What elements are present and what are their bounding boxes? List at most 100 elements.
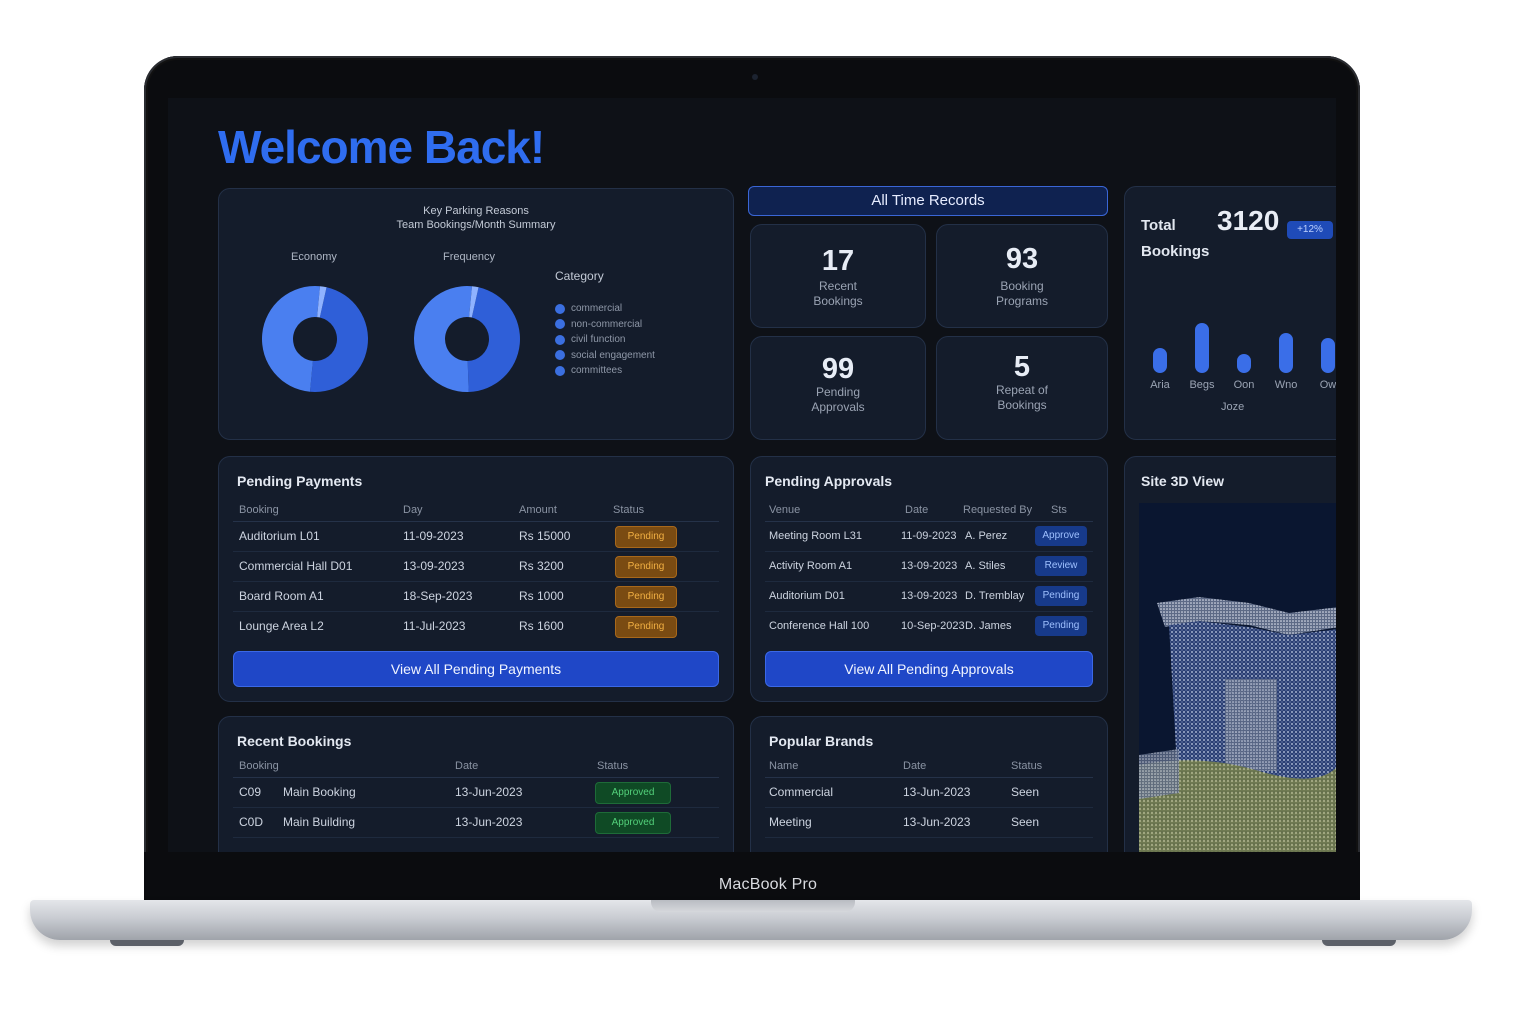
table-row[interactable]: Commercial Hall D01 13-09-2023 Rs 3200 P… <box>233 551 719 582</box>
table-header: Venue Date Requested By Sts <box>765 499 1093 522</box>
table-header: Booking Date Status <box>233 755 719 778</box>
laptop-notch <box>651 900 855 912</box>
bar-label: Oon <box>1233 379 1255 391</box>
recent-bookings-card: Recent Bookings Booking Date Status C09 … <box>218 716 734 852</box>
pending-payments-title: Pending Payments <box>237 473 363 489</box>
all-time-records-header[interactable]: All Time Records <box>748 186 1108 216</box>
donut-slice-segment-B <box>262 286 320 392</box>
table-row[interactable]: Board Room A1 18-Sep-2023 Rs 1000 Pendin… <box>233 581 719 612</box>
donut-slice-segment-A <box>467 287 520 392</box>
table-header: Booking Day Amount Status <box>233 499 719 522</box>
bar-label: Begs <box>1189 379 1215 391</box>
status-badge: Review <box>1035 556 1087 576</box>
trend-badge: +12% <box>1287 221 1333 239</box>
legend-dot <box>555 350 565 361</box>
legend-dot <box>555 365 565 376</box>
laptop-chin <box>144 852 1360 900</box>
bar-chart-xlabel: Joze <box>1221 401 1245 413</box>
table-row[interactable]: Meeting 13-Jun-2023 Seen <box>765 807 1093 838</box>
camera-icon <box>752 74 758 80</box>
legend-dot <box>555 303 565 314</box>
status-badge: Pending <box>615 526 677 548</box>
status-badge: Pending <box>615 616 677 638</box>
table-row[interactable]: C0D Main Building 13-Jun-2023 Approved <box>233 807 719 838</box>
chart-legend: commercial non-commercial civil function… <box>555 301 655 379</box>
legend-item: commercial <box>555 301 655 317</box>
stat-label: Repeat of Bookings <box>995 383 1049 412</box>
status-badge: Pending <box>1035 616 1087 636</box>
status-badge: Approved <box>595 782 671 804</box>
stat-card-pending-approvals[interactable]: 99 Pending Approvals <box>750 336 926 440</box>
point-cloud-building-image <box>1139 503 1336 852</box>
donut-slice-segment-B <box>413 286 472 392</box>
laptop-foot-left <box>110 940 184 946</box>
table-header: Name Date Status <box>765 755 1093 778</box>
table-row[interactable]: Lounge Area L2 11-Jul-2023 Rs 1600 Pendi… <box>233 611 719 641</box>
table-row[interactable]: Auditorium L01 11-09-2023 Rs 15000 Pendi… <box>233 521 719 552</box>
total-bookings-title: Total Bookings <box>1141 217 1210 260</box>
chart-title: Key Parking Reasons <box>423 205 529 217</box>
legend-dot <box>555 319 565 330</box>
table-row[interactable]: C09 Main Booking 13-Jun-2023 Approved <box>233 777 719 808</box>
pending-approvals-card: Pending Approvals Venue Date Requested B… <box>750 456 1108 702</box>
pending-payments-card: Pending Payments Booking Day Amount Stat… <box>218 456 734 702</box>
stat-label: Booking Programs <box>995 279 1048 308</box>
bar-aria <box>1153 348 1167 373</box>
donut-chart-economy <box>262 286 368 392</box>
legend-item: civil function <box>555 332 655 348</box>
table-row[interactable]: Commercial 13-Jun-2023 Seen <box>765 777 1093 808</box>
bar-label: Aria <box>1150 379 1170 391</box>
status-badge: Pending <box>615 556 677 578</box>
page-title: Welcome Back! <box>218 121 545 173</box>
table-row[interactable]: Conference Hall 100 10-Sep-2023 D. James… <box>765 611 1093 641</box>
chart-subtitle: Team Bookings/Month Summary <box>396 219 556 231</box>
status-badge: Pending <box>1035 586 1087 606</box>
bar-begs <box>1195 323 1209 373</box>
bar-label: Ow <box>1319 379 1336 391</box>
donut-chart-frequency <box>413 286 520 392</box>
recent-bookings-title: Recent Bookings <box>237 733 352 749</box>
stat-card-recent-bookings[interactable]: 17 Recent Bookings <box>750 224 926 328</box>
bar-oon <box>1237 354 1251 373</box>
stat-label: Recent Bookings <box>813 279 863 308</box>
stat-card-booking-programs[interactable]: 93 Booking Programs <box>936 224 1108 328</box>
view-all-pending-payments-button[interactable]: View All Pending Payments <box>233 651 719 687</box>
pending-approvals-title: Pending Approvals <box>765 473 893 489</box>
stat-value: 17 <box>821 245 855 277</box>
donut-slice-segment-C <box>317 286 327 318</box>
site-3d-model-viewport[interactable] <box>1139 503 1336 852</box>
donut2-label: Frequency <box>443 251 495 263</box>
table-row[interactable]: Activity Room A1 13-09-2023 A. Stiles Re… <box>765 551 1093 582</box>
bar-ow <box>1321 337 1335 373</box>
legend-item: social engagement <box>555 348 655 364</box>
popular-brands-title: Popular Brands <box>769 733 874 749</box>
stat-value: 93 <box>1005 243 1039 275</box>
legend-dot <box>555 334 565 345</box>
stat-card-repeat-bookings[interactable]: 5 Repeat of Bookings <box>936 336 1108 440</box>
site-3d-view-title: Site 3D View <box>1141 473 1225 489</box>
table-row[interactable]: Meeting Room L31 11-09-2023 A. Perez App… <box>765 521 1093 552</box>
table-row[interactable]: Auditorium D01 13-09-2023 D. Tremblay Pe… <box>765 581 1093 612</box>
donut-slice-segment-C <box>469 286 479 318</box>
total-bookings-card: Total Bookings 3120 +12% Aria Begs Oon Wno Ow… <box>1124 186 1336 440</box>
device-label: MacBook Pro <box>718 876 818 893</box>
status-badge: Approved <box>595 812 671 834</box>
bar-wno <box>1279 333 1293 373</box>
site-3d-view-card: Site 3D View <box>1124 456 1336 852</box>
legend-item: committees <box>555 363 655 379</box>
laptop-foot-right <box>1322 940 1396 946</box>
popular-brands-card: Popular Brands Name Date Status Commerci… <box>750 716 1108 852</box>
status-badge: Pending <box>615 586 677 608</box>
bar-label: Wno <box>1274 379 1298 391</box>
stat-value: 5 <box>1013 351 1031 383</box>
stat-value: 99 <box>821 353 855 385</box>
legend-item: non-commercial <box>555 317 655 333</box>
dashboard-screen: Welcome Back! Key Parking Reasons Team B… <box>168 98 1336 852</box>
status-badge: Approve <box>1035 526 1087 546</box>
view-all-pending-approvals-button[interactable]: View All Pending Approvals <box>765 651 1093 687</box>
legend-title: Category <box>555 269 604 283</box>
stat-label: Pending Approvals <box>811 385 865 414</box>
total-bookings-value: 3120 <box>1217 205 1280 236</box>
parking-reasons-card: Key Parking Reasons Team Bookings/Month … <box>218 188 734 440</box>
donut-slice-segment-A <box>310 287 368 392</box>
